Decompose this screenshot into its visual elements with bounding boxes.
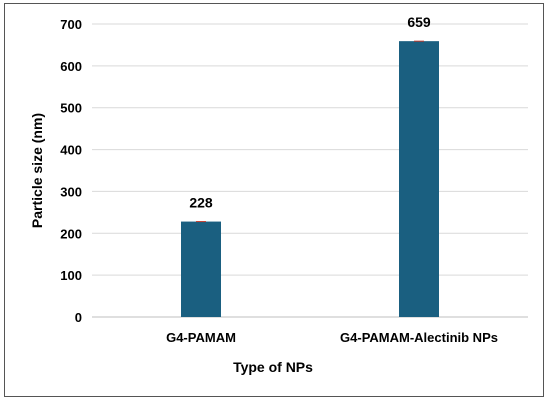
data-label: 228: [189, 195, 213, 211]
bar: [399, 41, 439, 317]
x-tick-label: G4-PAMAM: [166, 330, 236, 345]
y-tick-label: 400: [60, 143, 82, 158]
data-label: 659: [407, 14, 431, 30]
y-tick-label: 500: [60, 101, 82, 116]
y-tick-label: 0: [75, 310, 82, 325]
y-tick-label: 700: [60, 17, 82, 32]
chart-frame: [4, 3, 544, 397]
y-axis-ticks: 0 100 200 300 400 500 600 700: [60, 17, 82, 325]
y-tick-label: 100: [60, 268, 82, 283]
gridlines: [92, 23, 528, 276]
y-tick-label: 600: [60, 59, 82, 74]
y-tick-label: 300: [60, 184, 82, 199]
x-axis-label: Type of NPs: [233, 359, 313, 375]
bar: [181, 221, 221, 317]
x-axis-ticks: G4-PAMAM G4-PAMAM-Alectinib NPs: [166, 330, 498, 345]
bars: 228 659: [181, 14, 439, 317]
x-tick-label: G4-PAMAM-Alectinib NPs: [340, 330, 498, 345]
y-tick-label: 200: [60, 226, 82, 241]
y-axis-label: Particle size (nm): [29, 113, 45, 228]
